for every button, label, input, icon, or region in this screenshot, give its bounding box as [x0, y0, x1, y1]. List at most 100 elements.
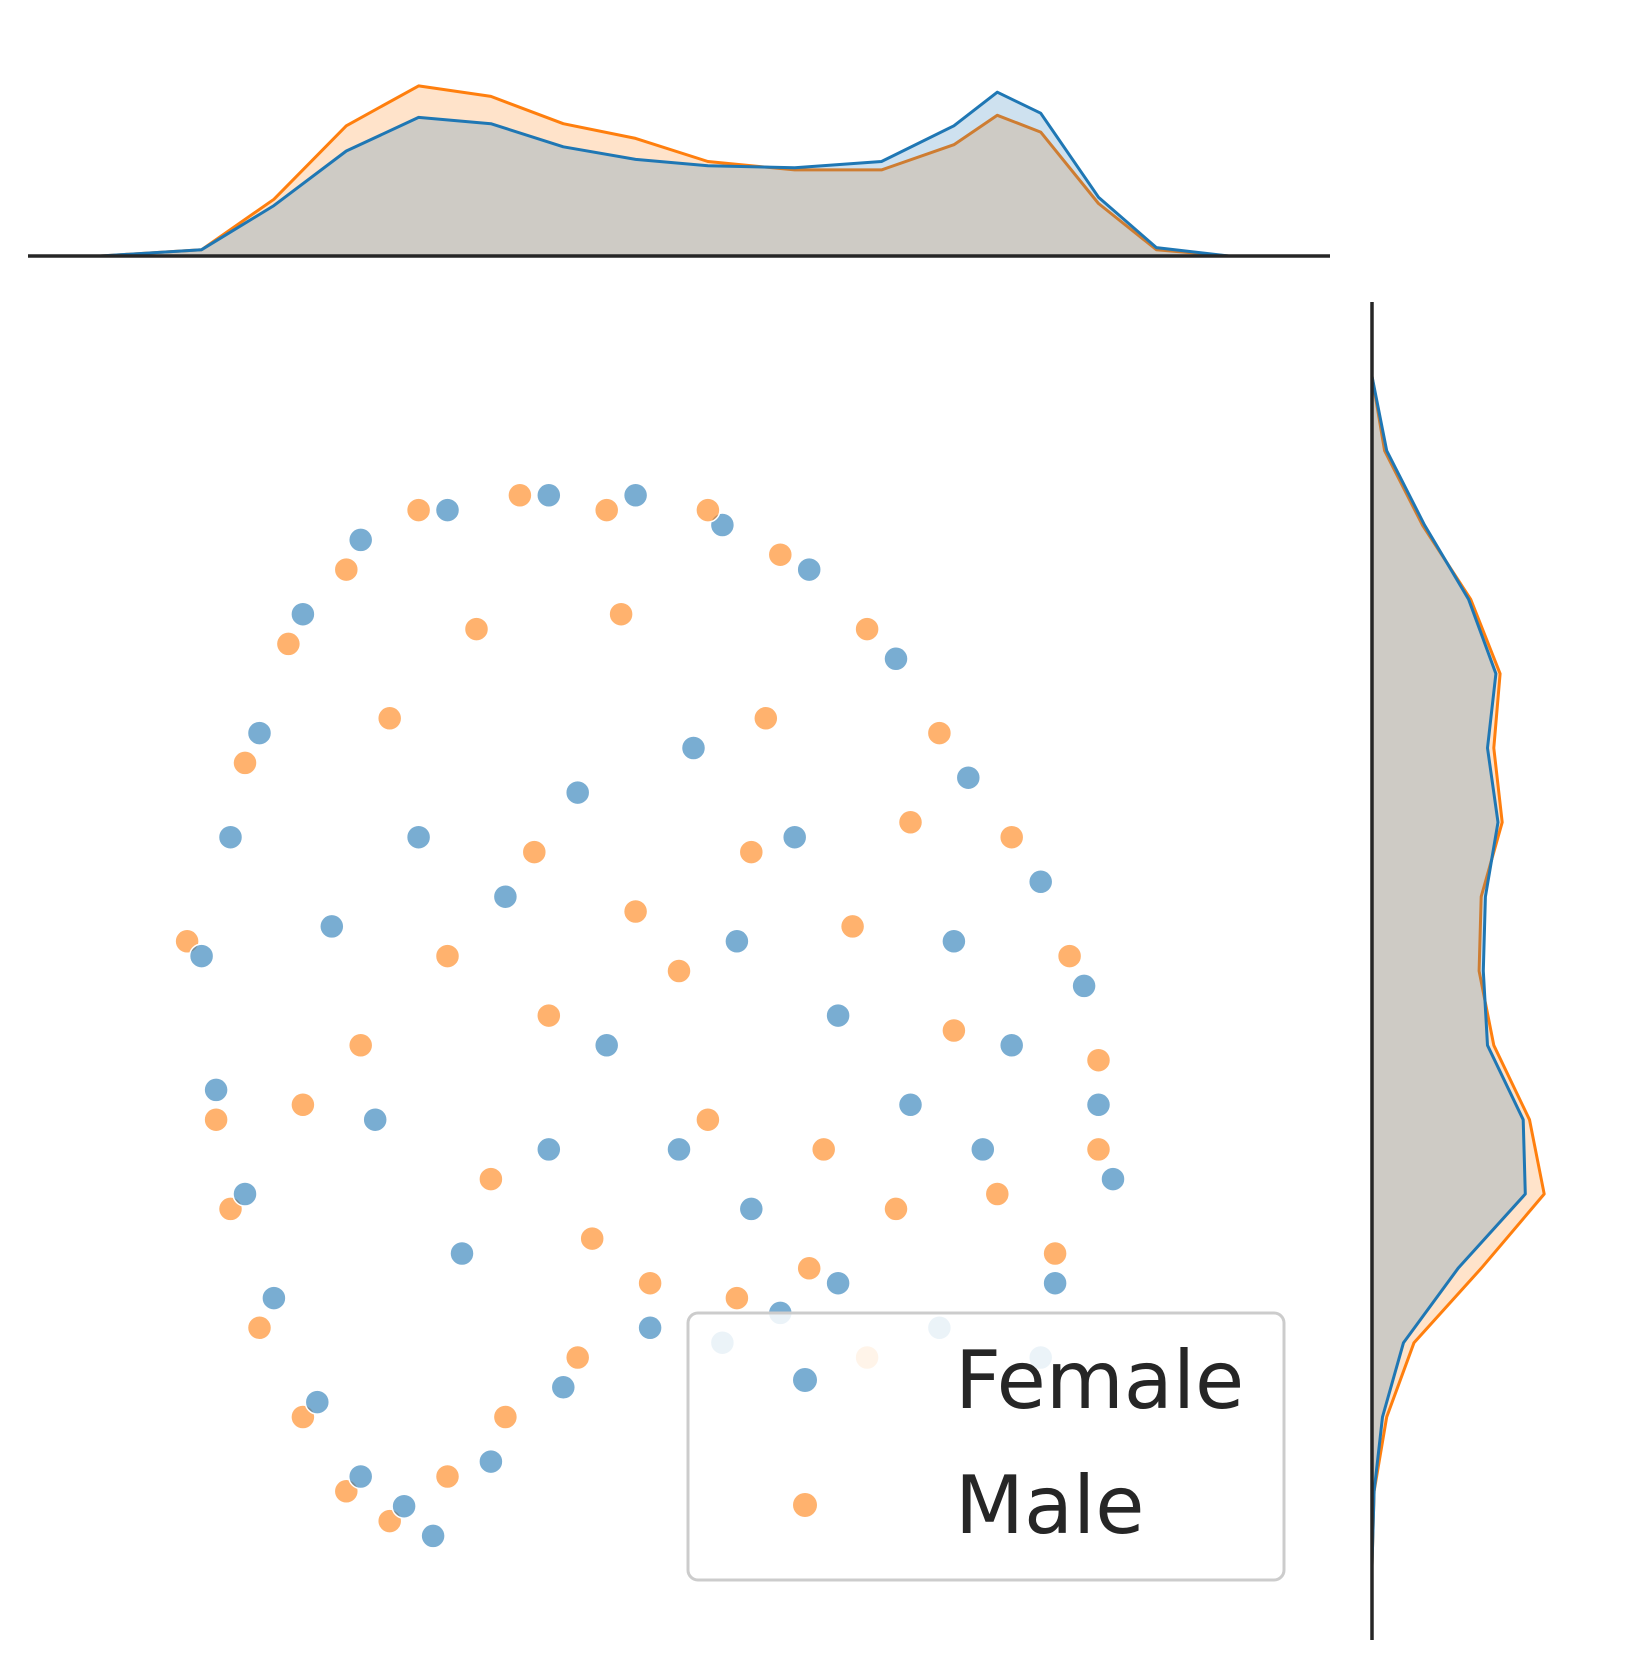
scatter-point-female [217, 824, 244, 850]
scatter-point-female [666, 1136, 692, 1163]
marginal-x-kde [100, 84, 1229, 258]
scatter-point-male [695, 497, 721, 523]
scatter-point-female [564, 779, 591, 806]
scatter-point-male [579, 1225, 605, 1252]
scatter-point-male [232, 750, 258, 776]
scatter-point-male [521, 839, 548, 865]
scatter-point-male [1042, 1240, 1068, 1267]
scatter-point-male [883, 1196, 909, 1222]
scatter-point-female [420, 1523, 446, 1549]
legend-label-male: Male [955, 1459, 1145, 1552]
scatter-point-male [724, 1285, 750, 1311]
scatter-point-female [391, 1493, 417, 1519]
scatter-point-male [434, 1463, 461, 1490]
scatter-point-female [897, 1092, 924, 1118]
scatter-point-male [738, 839, 765, 865]
scatter-point-male [998, 824, 1025, 850]
scatter-point-female [232, 1181, 258, 1207]
legend-marker-male [793, 1493, 817, 1517]
scatter-point-male [347, 1032, 374, 1059]
scatter-point-male [1056, 943, 1083, 969]
scatter-point-female [998, 1032, 1025, 1059]
scatter-point-female [593, 1032, 620, 1059]
scatter-point-female [449, 1240, 475, 1267]
scatter-point-male [637, 1270, 663, 1296]
scatter-point-female [1100, 1166, 1126, 1192]
scatter-point-female [1042, 1270, 1068, 1296]
kde-x-fill-male [100, 85, 1229, 257]
scatter-point-male [753, 705, 779, 732]
kde-x-fill-female [100, 92, 1229, 256]
scatter-point-female [536, 1136, 562, 1163]
scatter-point-female [290, 601, 316, 627]
scatter-point-female [796, 556, 822, 583]
scatter-point-female [941, 928, 967, 955]
scatter-point-male [536, 1002, 562, 1029]
scatter-point-male [593, 497, 620, 523]
scatter-point-male [405, 497, 432, 523]
scatter-point-female [478, 1448, 504, 1475]
scatter-point-male [333, 556, 360, 583]
scatter-point-female [203, 1077, 229, 1103]
scatter-point-female [319, 913, 345, 940]
scatter-point-female [405, 824, 432, 850]
scatter-point-male [839, 913, 866, 940]
legend-marker-female [793, 1368, 817, 1392]
scatter-point-male [478, 1166, 504, 1192]
scatter-point-female [347, 527, 374, 553]
kde-y-line-female [1370, 376, 1527, 1566]
scatter-point-male [492, 1404, 519, 1430]
marginal-y-kde [1370, 376, 1546, 1566]
scatter-point-female [347, 1463, 374, 1490]
scatter-point-female [970, 1136, 996, 1163]
scatter-point-female [1027, 869, 1054, 895]
scatter-point-male [854, 616, 880, 642]
scatter-point-female [188, 943, 215, 969]
scatter-point-female [261, 1285, 287, 1311]
scatter-point-male [564, 1344, 591, 1371]
scatter-point-female [536, 482, 562, 509]
scatter-point-female [724, 928, 750, 955]
scatter-point-female [1085, 1092, 1112, 1118]
scatter-point-male [796, 1255, 822, 1282]
scatter-point-male [984, 1181, 1011, 1207]
scatter-point-female [550, 1374, 577, 1401]
scatter-point-female [622, 482, 649, 509]
scatter-point-female [492, 883, 519, 910]
scatter-point-male [246, 1315, 273, 1341]
scatter-point-male [434, 943, 461, 969]
scatter-point-male [810, 1136, 837, 1163]
scatter-point-male [897, 809, 924, 836]
scatter-point-male [622, 898, 649, 925]
scatter-point-male [507, 482, 533, 509]
scatter-point-female [883, 646, 909, 672]
scatter-point-female [825, 1002, 851, 1029]
scatter-point-male [463, 616, 490, 642]
marginal-axes [28, 254, 1374, 1640]
scatter-point-female [246, 720, 273, 746]
scatter-point-male [695, 1106, 721, 1133]
scatter-point-female [1071, 973, 1097, 999]
scatter-point-male [767, 541, 794, 568]
scatter-point-male [926, 720, 953, 746]
scatter-point-male [290, 1092, 316, 1118]
scatter-point-male [1085, 1047, 1112, 1073]
kde-y-fill-female [1372, 376, 1526, 1566]
kde-x-line-male [100, 84, 1229, 258]
scatter-point-female [738, 1196, 765, 1222]
scatter-point-male [275, 631, 302, 657]
scatter-point-male [1085, 1136, 1112, 1163]
scatter-point-female [825, 1270, 851, 1296]
scatter-point-male [203, 1106, 229, 1133]
legend-frame [686, 1311, 1286, 1582]
kde-y-fill-male [1372, 376, 1545, 1566]
scatter-point-male [941, 1017, 967, 1044]
scatter-point-female [955, 764, 982, 791]
legend-label-female: Female [955, 1334, 1244, 1427]
scatter-point-female [680, 735, 707, 761]
kde-x-line-female [100, 90, 1229, 258]
scatter-point-male [608, 601, 634, 627]
scatter-point-female [781, 824, 808, 850]
scatter-point-male [666, 958, 692, 984]
